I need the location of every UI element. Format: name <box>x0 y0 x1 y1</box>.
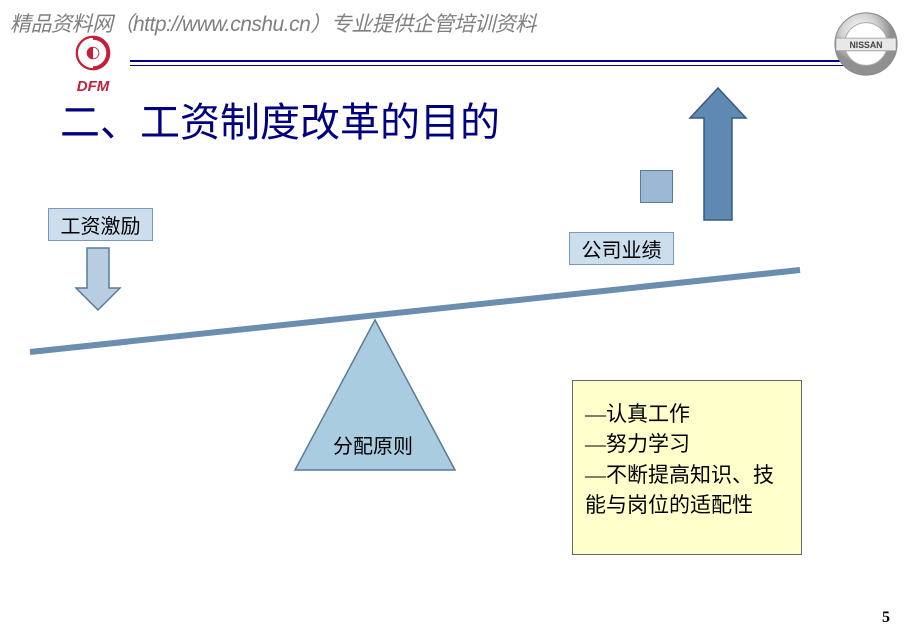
left-box-salary-incentive: 工资激励 <box>48 208 153 241</box>
yellow-box-line-3: —不断提高知识、技能与岗位的适配性 <box>585 460 789 521</box>
seesaw-bar <box>30 270 800 352</box>
dfm-logo: DFM <box>75 35 111 95</box>
svg-text:NISSAN: NISSAN <box>849 40 882 50</box>
yellow-box-line-2: —努力学习 <box>585 429 789 459</box>
watermark-text: 精品资料网（http://www.cnshu.cn）专业提供企管培训资料 <box>10 8 536 38</box>
right-box-company-performance: 公司业绩 <box>569 232 674 265</box>
page-number: 5 <box>882 609 890 627</box>
left-box-label: 工资激励 <box>61 210 141 239</box>
nissan-logo: NISSAN <box>832 10 900 78</box>
page-title: 二、工资制度改革的目的 <box>60 90 500 148</box>
triangle-label: 分配原则 <box>333 430 413 459</box>
yellow-note-box: —认真工作 —努力学习 —不断提高知识、技能与岗位的适配性 <box>572 380 802 555</box>
down-arrow-icon <box>76 248 120 310</box>
header-rule <box>130 60 850 66</box>
yellow-box-line-1: —认真工作 <box>585 399 789 429</box>
small-square-icon <box>640 170 673 203</box>
dfm-logo-icon <box>75 35 111 71</box>
up-arrow-icon <box>690 88 746 220</box>
right-box-label: 公司业绩 <box>582 234 662 263</box>
